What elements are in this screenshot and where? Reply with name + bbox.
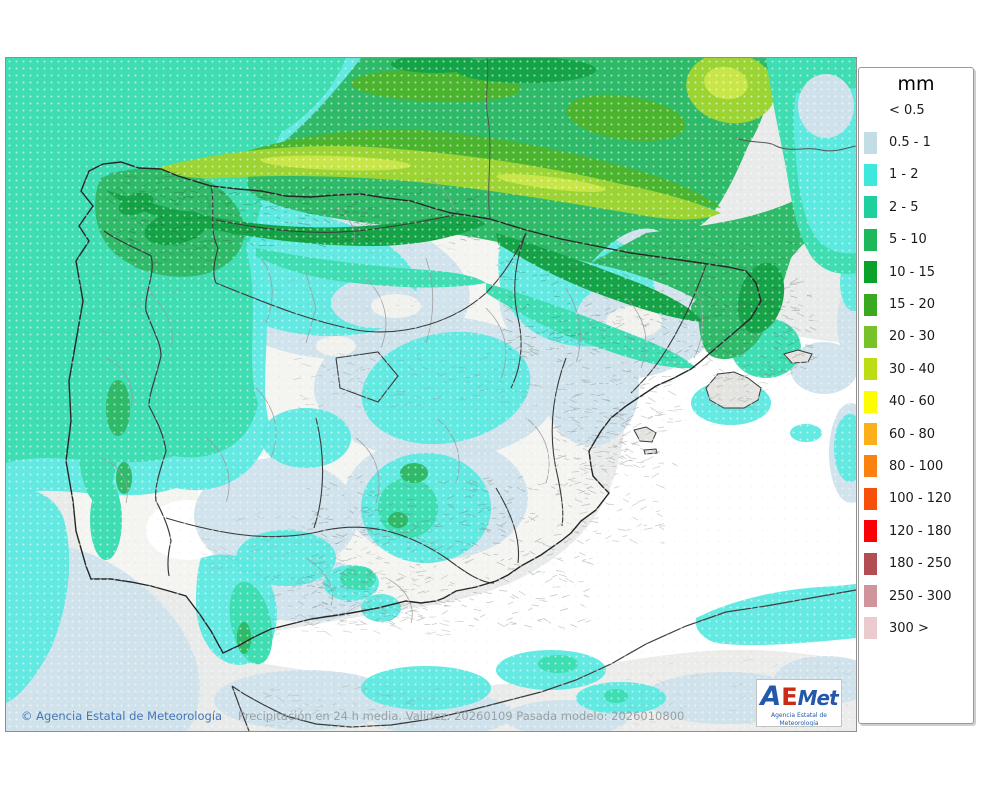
legend-swatch (864, 423, 877, 446)
legend-row: < 0.5 (859, 94, 973, 126)
aemet-logo-text: AEMet (760, 681, 838, 712)
precipitation-legend: mm < 0.5 0.5 - 1 1 - 2 2 - 5 5 - 10 10 - 15 15… (858, 67, 974, 724)
legend-row: 120 - 180 (859, 515, 973, 547)
legend-swatch (864, 358, 877, 381)
legend-swatch (864, 390, 877, 413)
legend-label: < 0.5 (889, 102, 925, 118)
legend-row: 15 - 20 (859, 288, 973, 320)
legend-label: 15 - 20 (889, 297, 936, 313)
legend-row: 30 - 40 (859, 353, 973, 385)
legend-swatch (864, 196, 877, 219)
legend-row: 20 - 30 (859, 321, 973, 353)
legend-swatch (864, 552, 877, 575)
legend-row: 1 - 2 (859, 159, 973, 191)
legend-label: 120 - 180 (889, 523, 952, 539)
legend-label: 100 - 120 (889, 491, 952, 507)
legend-rows: < 0.5 0.5 - 1 1 - 2 2 - 5 5 - 10 10 - 15 15 - … (859, 94, 973, 645)
legend-row: 180 - 250 (859, 547, 973, 579)
legend-label: 20 - 30 (889, 329, 936, 345)
legend-label: 60 - 80 (889, 426, 936, 442)
legend-label: 5 - 10 (889, 232, 927, 248)
legend-row: 300 > (859, 612, 973, 644)
legend-row: 10 - 15 (859, 256, 973, 288)
legend-swatch (864, 228, 877, 251)
legend-label: 1 - 2 (889, 167, 919, 183)
precipitation-map: © Agencia Estatal de Meteorología Precip… (5, 57, 857, 732)
legend-label: 40 - 60 (889, 394, 936, 410)
legend-swatch (864, 261, 877, 284)
legend-label: 80 - 100 (889, 458, 944, 474)
legend-row: 2 - 5 (859, 191, 973, 223)
legend-label: 0.5 - 1 (889, 135, 931, 151)
legend-label: 180 - 250 (889, 556, 952, 572)
legend-swatch (864, 455, 877, 478)
legend-swatch (864, 617, 877, 640)
legend-label: 300 > (889, 620, 929, 636)
legend-row: 250 - 300 (859, 580, 973, 612)
legend-swatch (864, 520, 877, 543)
legend-swatch (864, 131, 877, 154)
copyright-text: © Agencia Estatal de Meteorología (21, 709, 223, 723)
legend-row: 0.5 - 1 (859, 126, 973, 158)
legend-label: 250 - 300 (889, 588, 952, 604)
legend-row: 5 - 10 (859, 224, 973, 256)
legend-row: 100 - 120 (859, 483, 973, 515)
legend-swatch (864, 585, 877, 608)
map-canvas (6, 58, 856, 731)
aemet-logo: AEMet Agencia Estatal de Meteorología (756, 679, 842, 727)
legend-swatch (864, 487, 877, 510)
legend-label: 2 - 5 (889, 199, 919, 215)
legend-row: 60 - 80 (859, 418, 973, 450)
legend-swatch (864, 325, 877, 348)
legend-swatch (864, 293, 877, 316)
legend-label: 10 - 15 (889, 264, 936, 280)
legend-title: mm (897, 73, 935, 95)
map-caption: Precipitación en 24 h media. Validez: 20… (238, 709, 685, 723)
aemet-logo-subtitle: Agencia Estatal de Meteorología (770, 712, 827, 727)
legend-row: 40 - 60 (859, 386, 973, 418)
legend-label: 30 - 40 (889, 361, 936, 377)
legend-swatch (864, 163, 877, 186)
legend-row: 80 - 100 (859, 450, 973, 482)
